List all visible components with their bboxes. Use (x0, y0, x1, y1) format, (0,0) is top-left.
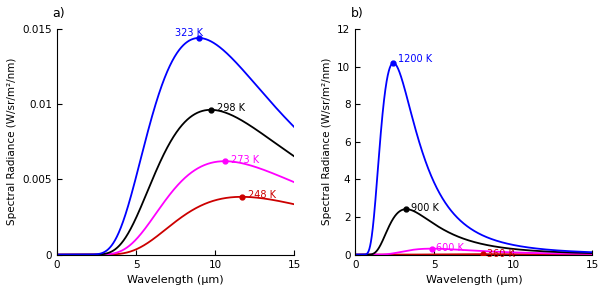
Text: a): a) (52, 7, 65, 20)
Text: 600 K: 600 K (436, 243, 464, 253)
Text: 323 K: 323 K (175, 28, 203, 39)
Text: 273 K: 273 K (231, 155, 259, 165)
Text: 900 K: 900 K (411, 203, 439, 213)
Y-axis label: Spectral Radiance (W/sr/m²/nm): Spectral Radiance (W/sr/m²/nm) (322, 58, 331, 225)
X-axis label: Wavelength (μm): Wavelength (μm) (425, 275, 522, 285)
Y-axis label: Spectral Radiance (W/sr/m²/nm): Spectral Radiance (W/sr/m²/nm) (7, 58, 17, 225)
Text: 248 K: 248 K (248, 190, 276, 200)
Text: 1200 K: 1200 K (398, 54, 432, 64)
Text: b): b) (350, 7, 363, 20)
Text: 360 K: 360 K (487, 249, 515, 259)
X-axis label: Wavelength (μm): Wavelength (μm) (127, 275, 224, 285)
Text: 298 K: 298 K (217, 103, 245, 113)
